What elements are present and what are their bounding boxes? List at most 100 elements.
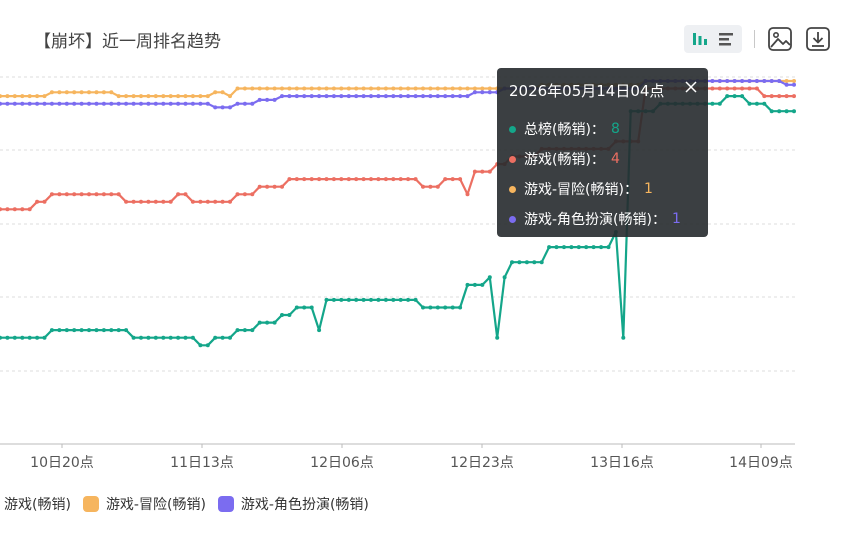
data-point[interactable]: [161, 199, 166, 204]
data-point[interactable]: [458, 94, 463, 99]
data-point[interactable]: [205, 343, 210, 348]
data-point[interactable]: [331, 86, 336, 91]
data-point[interactable]: [198, 101, 203, 106]
data-point[interactable]: [228, 335, 232, 340]
data-point[interactable]: [116, 328, 121, 333]
data-point[interactable]: [792, 109, 796, 114]
data-point[interactable]: [42, 101, 47, 106]
data-point[interactable]: [435, 184, 440, 189]
data-point[interactable]: [101, 192, 106, 197]
data-point[interactable]: [12, 101, 17, 106]
data-point[interactable]: [465, 192, 470, 197]
data-point[interactable]: [792, 82, 796, 87]
data-point[interactable]: [242, 86, 247, 91]
data-point[interactable]: [20, 335, 25, 340]
data-point[interactable]: [109, 101, 114, 106]
data-point[interactable]: [331, 94, 336, 99]
data-point[interactable]: [391, 297, 396, 302]
data-point[interactable]: [183, 335, 188, 340]
data-point[interactable]: [732, 94, 737, 99]
data-point[interactable]: [480, 169, 485, 174]
data-point[interactable]: [79, 101, 84, 106]
data-point[interactable]: [717, 101, 722, 106]
data-point[interactable]: [777, 109, 782, 114]
data-point[interactable]: [205, 94, 210, 99]
data-point[interactable]: [0, 335, 2, 340]
data-point[interactable]: [792, 79, 796, 83]
data-point[interactable]: [606, 245, 611, 250]
data-point[interactable]: [101, 328, 106, 333]
data-point[interactable]: [383, 94, 388, 99]
data-point[interactable]: [228, 105, 232, 110]
data-point[interactable]: [784, 82, 789, 87]
data-point[interactable]: [792, 94, 796, 99]
data-point[interactable]: [27, 101, 32, 106]
data-point[interactable]: [213, 199, 218, 204]
data-point[interactable]: [109, 90, 114, 95]
data-point[interactable]: [458, 305, 463, 310]
data-point[interactable]: [458, 86, 463, 91]
download-icon[interactable]: [805, 26, 831, 52]
data-point[interactable]: [309, 86, 314, 91]
data-point[interactable]: [42, 199, 47, 204]
data-point[interactable]: [265, 184, 270, 189]
data-point[interactable]: [554, 245, 559, 250]
legend-item[interactable]: 游戏-角色扮演(畅销): [217, 494, 369, 514]
data-point[interactable]: [57, 101, 62, 106]
data-point[interactable]: [339, 177, 344, 182]
data-point[interactable]: [64, 328, 69, 333]
data-point[interactable]: [94, 328, 99, 333]
data-point[interactable]: [740, 86, 745, 91]
data-point[interactable]: [450, 94, 455, 99]
data-point[interactable]: [487, 275, 492, 280]
data-point[interactable]: [354, 86, 359, 91]
data-point[interactable]: [450, 305, 455, 310]
data-point[interactable]: [413, 297, 418, 302]
data-point[interactable]: [376, 177, 381, 182]
data-point[interactable]: [465, 282, 470, 287]
data-point[interactable]: [198, 199, 203, 204]
data-point[interactable]: [27, 207, 32, 212]
data-point[interactable]: [621, 335, 626, 340]
data-point[interactable]: [27, 335, 32, 340]
data-point[interactable]: [94, 101, 99, 106]
data-point[interactable]: [235, 192, 240, 197]
data-point[interactable]: [265, 97, 270, 102]
data-point[interactable]: [480, 282, 485, 287]
data-point[interactable]: [732, 79, 737, 83]
data-point[interactable]: [168, 335, 173, 340]
data-point[interactable]: [109, 328, 114, 333]
data-point[interactable]: [465, 94, 470, 99]
data-point[interactable]: [754, 86, 759, 91]
data-point[interactable]: [465, 86, 470, 91]
data-point[interactable]: [35, 101, 40, 106]
data-point[interactable]: [495, 335, 500, 340]
data-point[interactable]: [72, 101, 77, 106]
data-point[interactable]: [450, 177, 455, 182]
data-point[interactable]: [35, 94, 40, 99]
data-point[interactable]: [443, 305, 448, 310]
data-point[interactable]: [35, 335, 40, 340]
data-point[interactable]: [317, 328, 322, 333]
data-point[interactable]: [280, 313, 284, 317]
data-point[interactable]: [72, 90, 77, 95]
data-point[interactable]: [421, 305, 425, 310]
data-point[interactable]: [354, 297, 359, 302]
data-point[interactable]: [562, 245, 566, 250]
data-point[interactable]: [265, 320, 270, 325]
data-point[interactable]: [116, 94, 121, 99]
data-point[interactable]: [20, 207, 25, 212]
data-point[interactable]: [398, 86, 403, 91]
data-point[interactable]: [287, 86, 292, 91]
data-point[interactable]: [339, 94, 344, 99]
data-point[interactable]: [369, 86, 373, 91]
data-point[interactable]: [0, 207, 2, 212]
data-point[interactable]: [710, 101, 715, 106]
data-point[interactable]: [146, 335, 151, 340]
data-point[interactable]: [168, 101, 173, 106]
data-point[interactable]: [57, 90, 62, 95]
data-point[interactable]: [220, 90, 225, 95]
data-point[interactable]: [339, 86, 344, 91]
data-point[interactable]: [472, 90, 477, 95]
data-point[interactable]: [213, 105, 218, 110]
